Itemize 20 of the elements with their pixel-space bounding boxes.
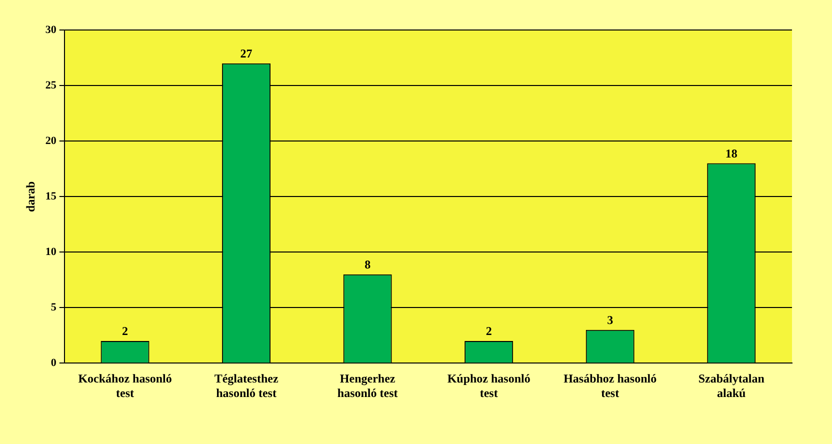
x-tick-label: Téglatesthez hasonló test: [214, 371, 279, 400]
x-tick-label: Kúphoz hasonló test: [447, 371, 530, 400]
y-tick-label: 5: [50, 302, 57, 314]
x-tick-label: Hasábhoz hasonló test: [564, 371, 657, 400]
data-label: 18: [725, 146, 738, 160]
y-tick-label: 20: [45, 134, 57, 147]
y-tick-label: 30: [45, 24, 57, 36]
y-tick-label: 0: [50, 357, 57, 370]
data-label: 2: [122, 324, 128, 338]
x-tick-label: Hengerhez hasonló test: [337, 371, 398, 400]
data-label: 27: [240, 46, 252, 60]
y-tick-label: 15: [45, 190, 57, 202]
data-label: 3: [607, 312, 614, 327]
x-tick-label: Szabálytalan alakú: [698, 371, 765, 400]
y-tick-label: 10: [45, 246, 57, 258]
x-tick-label: Kockához hasonló test: [78, 371, 172, 400]
y-tick-label: 25: [45, 79, 57, 92]
y-axis-title: darab: [23, 180, 38, 212]
data-label: 8: [364, 257, 371, 272]
data-label: 2: [486, 324, 492, 338]
